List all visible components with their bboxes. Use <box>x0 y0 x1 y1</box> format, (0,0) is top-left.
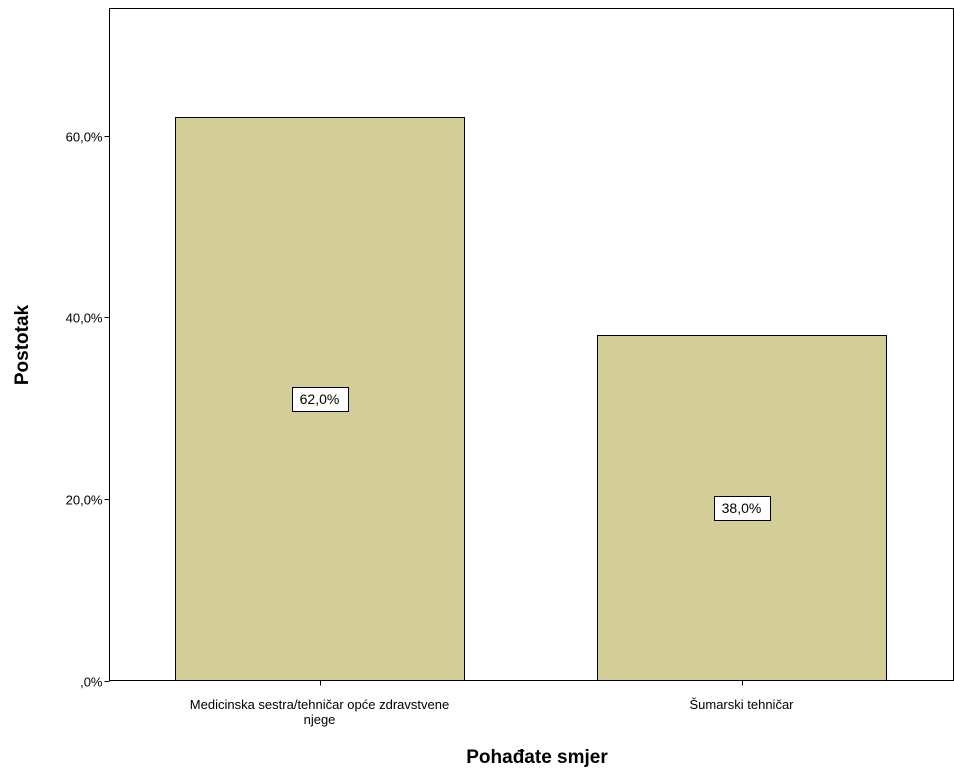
data-label: 62,0% <box>300 391 340 407</box>
y-axis: ,0% 20,0% 40,0% 60,0% <box>66 130 110 690</box>
y-axis-title: Postotak <box>12 304 33 385</box>
x-tick-label: Medicinska sestra/tehničar opće zdravstv… <box>190 697 449 712</box>
x-axis: Medicinska sestra/tehničar opće zdravstv… <box>190 680 794 727</box>
bars: 62,0% 38,0% <box>175 117 887 681</box>
x-tick-label: njege <box>304 712 336 727</box>
data-label-box <box>714 496 771 521</box>
y-tick-label: 20,0% <box>66 493 103 508</box>
data-label-box <box>292 387 349 412</box>
x-tick-label: Šumarski tehničar <box>689 697 794 712</box>
x-axis-title: Pohađate smjer <box>466 747 608 768</box>
y-tick-label: 60,0% <box>66 130 103 145</box>
y-tick-label: 40,0% <box>66 311 103 326</box>
y-tick-label: ,0% <box>80 675 103 690</box>
data-label: 38,0% <box>722 500 762 516</box>
